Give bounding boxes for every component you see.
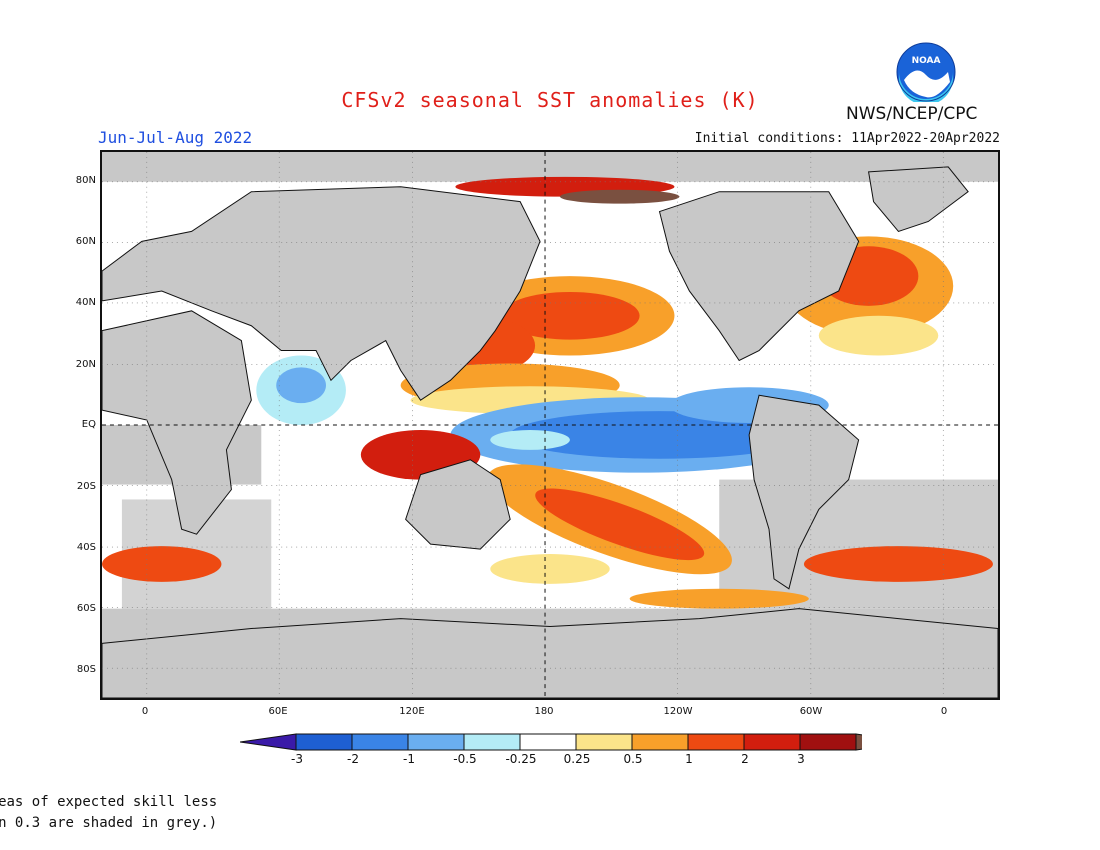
footnote-line-1: (Areas of expected skill less (0, 794, 218, 810)
colorbar-cell (687, 733, 745, 751)
lon-label: 60E (268, 706, 288, 717)
colorbar-tick: 2 (741, 752, 749, 766)
colorbar-cell (575, 733, 633, 751)
colorbar-tick: 1 (685, 752, 693, 766)
colorbar-tick: -1 (403, 752, 415, 766)
lat-label: 60N (75, 236, 96, 247)
footnote-line-2: than 0.3 are shaded in grey.) (0, 815, 218, 831)
noaa-logo: NOAA (896, 42, 956, 102)
lon-label: 60W (799, 706, 823, 717)
colorbar-tick: -2 (347, 752, 359, 766)
season-label: Jun-Jul-Aug 2022 (98, 128, 253, 147)
lon-label: 120W (663, 706, 693, 717)
skill-footnote: (Areas of expected skill less than 0.3 a… (0, 792, 695, 834)
colorbar-tick: 0.25 (563, 752, 591, 766)
lat-label: 20N (75, 359, 96, 370)
colorbar-cell (351, 733, 409, 751)
continents (102, 166, 998, 698)
colorbar-tick: 3 (797, 752, 805, 766)
colorbar-tick: -0.5 (453, 752, 477, 766)
sst-anomaly-map (100, 150, 1000, 700)
lon-label: 180 (534, 706, 554, 717)
initial-conditions-label: Initial conditions: 11Apr2022-20Apr2022 (694, 131, 1000, 146)
lat-label: 40N (75, 297, 96, 308)
lon-label: 120E (399, 706, 425, 717)
colorbar-arrow-high (855, 733, 862, 751)
agency-label: NWS/NCEP/CPC (846, 104, 978, 124)
colorbar-cell (407, 733, 465, 751)
colorbar-cell (631, 733, 689, 751)
map-title: CFSv2 seasonal SST anomalies (K) (341, 88, 759, 112)
map-canvas (102, 152, 998, 698)
svg-text:NOAA: NOAA (912, 56, 941, 66)
colorbar-tick: -0.25 (505, 752, 537, 766)
lat-label: 20S (76, 481, 96, 492)
lat-label: 80N (75, 175, 96, 186)
lat-label: EQ (81, 419, 96, 430)
lon-label: 0 (940, 706, 948, 717)
colorbar-cell (799, 733, 857, 751)
lat-label: 80S (76, 664, 96, 675)
colorbar-cell (463, 733, 521, 751)
colorbar-tick: -3 (291, 752, 303, 766)
colorbar-cell (519, 733, 577, 751)
colorbar-tick: 0.5 (623, 752, 643, 766)
lat-label: 40S (76, 542, 96, 553)
colorbar-arrow-low (240, 733, 297, 751)
colorbar (240, 733, 862, 751)
colorbar-cell (743, 733, 801, 751)
lon-label: 0 (141, 706, 149, 717)
colorbar-cell (295, 733, 353, 751)
lat-label: 60S (76, 603, 96, 614)
